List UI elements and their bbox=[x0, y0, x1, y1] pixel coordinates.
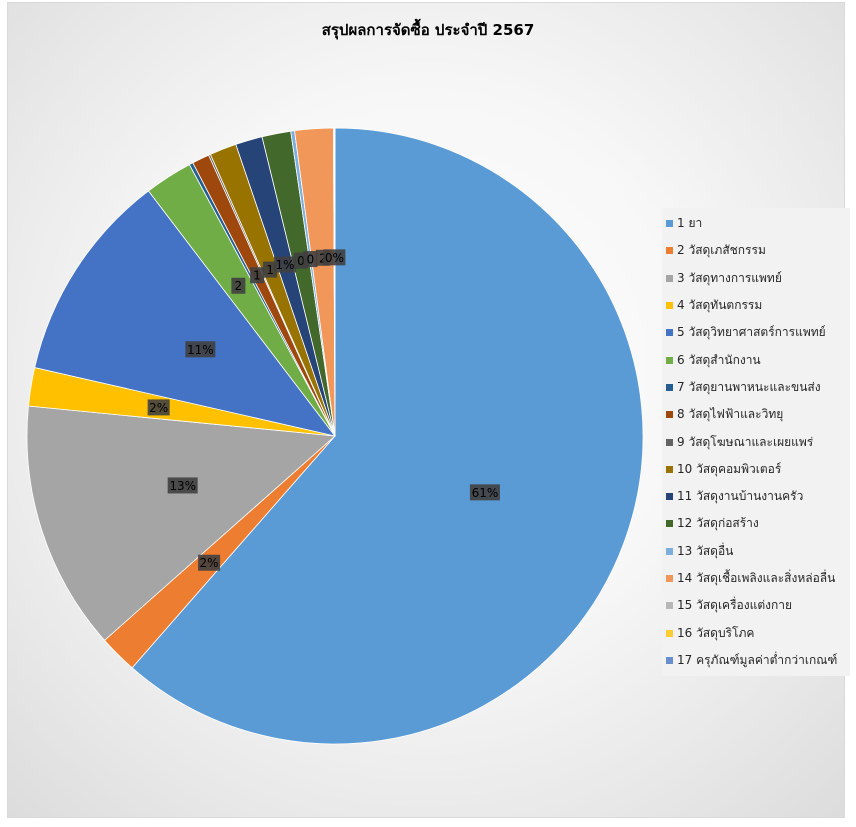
legend-label-6: 6 วัสดุสำนักงาน bbox=[677, 352, 761, 367]
legend-label-8: 8 วัสดุไฟฟ้าและวิทยุ bbox=[677, 407, 784, 422]
data-label-text-13: 0 bbox=[307, 253, 315, 267]
data-label-text-10: 1 bbox=[266, 263, 274, 277]
legend-swatch-14 bbox=[666, 575, 673, 582]
data-label-5: 11% bbox=[185, 341, 216, 358]
chart-legend: 1 ยา 2 วัสดุเภสัชกรรม 3 วัสดุทางการแพทย์ 4 … bbox=[662, 208, 850, 677]
legend-swatch-3 bbox=[666, 274, 673, 282]
data-label-text-4: 2% bbox=[149, 401, 168, 415]
legend-label-1: 1 ยา bbox=[677, 216, 703, 231]
legend-label-16: 16 วัสดุบริโภค bbox=[677, 625, 755, 640]
data-label-13: 0 bbox=[303, 251, 318, 268]
data-label-10: 1 bbox=[263, 261, 278, 278]
legend-item-2: 2 วัสดุเภสัชกรรม bbox=[662, 237, 850, 264]
data-label-11: 1% bbox=[274, 256, 297, 273]
legend-label-14: 14 วัสดุเชื้อเพลิงและสิ่งหล่อลื่น bbox=[677, 571, 836, 585]
data-label-3: 13% bbox=[167, 477, 198, 494]
legend-label-11: 11 วัสดุงานบ้านงานครัว bbox=[677, 489, 804, 504]
legend-label-15: 15 วัสดุเครื่องแต่งกาย bbox=[677, 598, 793, 613]
data-label-text-8: 1 bbox=[253, 269, 261, 283]
legend-item-8: 8 วัสดุไฟฟ้าและวิทยุ bbox=[662, 401, 850, 428]
legend-label-12: 12 วัสดุก่อสร้าง bbox=[677, 516, 759, 531]
legend-swatch-7 bbox=[666, 383, 673, 391]
legend-item-7: 7 วัสดุยานพาหนะและขนส่ง bbox=[662, 374, 850, 401]
legend-swatch-2 bbox=[666, 247, 673, 255]
legend-swatch-13 bbox=[666, 547, 673, 555]
legend-label-9: 9 วัสดุโฆษณาและเผยแพร่ bbox=[677, 434, 814, 449]
legend-item-12: 12 วัสดุก่อสร้าง bbox=[662, 510, 850, 537]
legend-swatch-10 bbox=[666, 465, 673, 473]
legend-item-14: 14 วัสดุเชื้อเพลิงและสิ่งหล่อลื่น bbox=[662, 565, 850, 592]
legend-swatch-9 bbox=[666, 438, 673, 446]
legend-swatch-6 bbox=[666, 356, 673, 364]
data-label-text-15: 0% bbox=[325, 251, 344, 265]
legend-item-16: 16 วัสดุบริโภค bbox=[662, 619, 850, 646]
pie-slice-5 bbox=[34, 190, 336, 437]
pie-slice-1 bbox=[131, 127, 644, 745]
data-label-2: 2% bbox=[198, 554, 221, 571]
legend-swatch-8 bbox=[666, 411, 673, 419]
legend-item-9: 9 วัสดุโฆษณาและเผยแพร่ bbox=[662, 428, 850, 455]
legend-swatch-12 bbox=[666, 520, 673, 528]
legend-label-5: 5 วัสดุวิทยาศาสตร์การแพทย์ bbox=[677, 325, 826, 340]
legend-label-2: 2 วัสดุเภสัชกรรม bbox=[677, 243, 766, 258]
data-label-1: 61% bbox=[469, 484, 500, 501]
legend-swatch-15 bbox=[666, 602, 673, 610]
data-label-text-6: 2 bbox=[235, 279, 243, 293]
legend-item-13: 13 วัสดุอื่น bbox=[662, 538, 850, 565]
legend-swatch-1 bbox=[666, 220, 673, 228]
legend-item-10: 10 วัสดุคอมพิวเตอร์ bbox=[662, 456, 850, 483]
data-label-text-5: 11% bbox=[187, 343, 214, 357]
data-label-6: 2 bbox=[231, 277, 246, 294]
legend-label-10: 10 วัสดุคอมพิวเตอร์ bbox=[677, 461, 782, 476]
data-label-text-3: 13% bbox=[169, 479, 196, 493]
legend-swatch-5 bbox=[666, 329, 673, 337]
legend-item-4: 4 วัสดุทันตกรรม bbox=[662, 292, 850, 319]
legend-item-17: 17 ครุภัณฑ์มูลค่าต่ำกว่าเกณฑ์ bbox=[662, 647, 850, 674]
chart-title: สรุปผลการจัดซื้อ ประจำปี 2567 bbox=[321, 21, 535, 39]
legend-item-6: 6 วัสดุสำนักงาน bbox=[662, 346, 850, 373]
legend-item-15: 15 วัสดุเครื่องแต่งกาย bbox=[662, 592, 850, 619]
data-label-text-14: 2 bbox=[319, 251, 327, 265]
data-label-text-11: 1% bbox=[276, 258, 295, 272]
legend-label-7: 7 วัสดุยานพาหนะและขนส่ง bbox=[677, 379, 821, 394]
data-label-text-2: 2% bbox=[200, 556, 219, 570]
legend-item-1: 1 ยา bbox=[662, 210, 850, 237]
legend-label-13: 13 วัสดุอื่น bbox=[677, 543, 734, 558]
data-label-15: 0% bbox=[323, 249, 346, 266]
legend-swatch-11 bbox=[666, 493, 673, 501]
data-label-text-1: 61% bbox=[472, 486, 499, 500]
legend-swatch-4 bbox=[666, 302, 673, 310]
legend-label-17: 17 ครุภัณฑ์มูลค่าต่ำกว่าเกณฑ์ bbox=[677, 652, 838, 667]
data-label-text-12: 0 bbox=[297, 254, 305, 268]
pie-slice-3 bbox=[26, 405, 336, 641]
legend-swatch-17 bbox=[666, 656, 673, 664]
legend-item-3: 3 วัสดุทางการแพทย์ bbox=[662, 265, 850, 292]
legend-label-4: 4 วัสดุทันตกรรม bbox=[677, 298, 763, 313]
legend-label-3: 3 วัสดุทางการแพทย์ bbox=[677, 270, 782, 285]
data-label-8: 1 bbox=[250, 267, 265, 284]
legend-item-11: 11 วัสดุงานบ้านงานครัว bbox=[662, 483, 850, 510]
data-label-4: 2% bbox=[147, 399, 170, 416]
legend-item-5: 5 วัสดุวิทยาศาสตร์การแพทย์ bbox=[662, 319, 850, 346]
legend-swatch-16 bbox=[666, 629, 673, 637]
